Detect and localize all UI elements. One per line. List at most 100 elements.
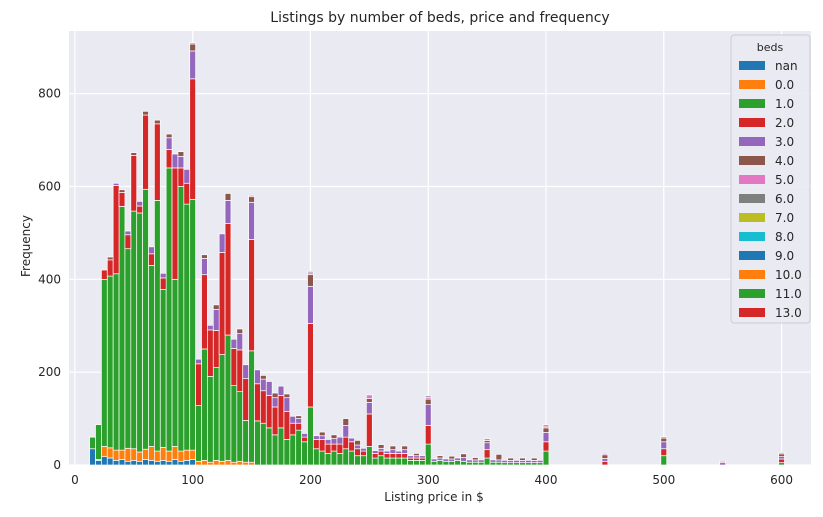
bar-segment	[142, 188, 149, 450]
bar-segment	[307, 406, 314, 466]
bar-segment	[383, 450, 391, 454]
bar-segment	[112, 449, 120, 461]
bar-segment	[542, 450, 550, 466]
bar-segment	[283, 397, 291, 412]
bar-segment	[460, 460, 467, 466]
bar-segment	[224, 200, 232, 224]
legend-label: 9.0	[775, 249, 794, 263]
bars	[89, 42, 785, 466]
bar-segment	[401, 457, 408, 466]
bar-segment	[530, 457, 538, 461]
bar-segment	[307, 285, 314, 324]
bar-segment	[254, 383, 261, 422]
bar-segment	[189, 78, 196, 200]
bar-segment	[142, 110, 149, 116]
bar-segment	[330, 443, 338, 452]
bar-segment	[271, 406, 279, 436]
legend-swatch	[739, 137, 765, 146]
bar-segment	[513, 460, 520, 464]
bar-segment	[536, 460, 544, 464]
bar-segment	[165, 149, 173, 169]
legend-label: 8.0	[775, 230, 794, 244]
bar-segment	[260, 375, 267, 380]
bar-segment	[289, 415, 297, 424]
legend-swatch	[739, 232, 765, 241]
bar-segment	[295, 429, 302, 466]
bar-segment	[301, 436, 308, 443]
bar-segment	[242, 420, 249, 463]
bar-segment	[495, 461, 503, 466]
bar-segment	[236, 333, 244, 351]
bar-segment	[177, 186, 185, 452]
bar-segment	[236, 328, 244, 334]
legend-label: 10.0	[775, 268, 802, 282]
bar-segment	[136, 451, 143, 462]
bar-segment	[124, 234, 132, 250]
x-tick-label: 100	[181, 473, 204, 487]
bar-segment	[101, 278, 108, 447]
bar-segment	[248, 239, 255, 352]
bar-segment	[483, 457, 491, 466]
bar-segment	[389, 453, 397, 459]
bar-segment	[407, 460, 414, 466]
bar-segment	[460, 453, 467, 458]
bar-segment	[507, 457, 514, 461]
bar-segment	[366, 413, 373, 447]
y-axis-ticks: 0 200 400 600 800	[38, 87, 61, 472]
legend-label: 2.0	[775, 116, 794, 130]
bar-segment	[212, 460, 220, 466]
bar-segment	[342, 418, 350, 426]
bar-segment	[183, 182, 191, 205]
bar-segment	[660, 437, 668, 443]
bar-segment	[424, 443, 432, 466]
bar-segment	[165, 460, 173, 466]
bar-segment	[106, 256, 114, 261]
y-tick-label: 200	[38, 365, 61, 379]
bar-segment	[130, 460, 138, 466]
bar-segment	[295, 415, 302, 419]
bar-segment	[489, 459, 497, 463]
bar-segment	[165, 450, 173, 462]
bar-segment	[542, 441, 550, 452]
bar-segment	[142, 459, 149, 466]
bar-segment	[112, 273, 120, 451]
bar-segment	[224, 334, 232, 461]
chart-title: Listings by number of beds, price and fr…	[270, 10, 609, 26]
bar-segment	[466, 461, 473, 466]
bar-segment	[271, 397, 279, 408]
x-tick-label: 600	[770, 473, 793, 487]
bar-segment	[342, 436, 350, 450]
bar-segment	[201, 258, 208, 276]
bar-segment	[224, 460, 232, 466]
bar-segment	[112, 460, 120, 466]
bar-segment	[130, 152, 138, 156]
bar-segment	[154, 460, 161, 466]
bar-segment	[660, 436, 668, 439]
bar-segment	[154, 450, 161, 462]
bar-segment	[371, 453, 379, 459]
bar-segment	[601, 460, 609, 466]
bar-segment	[260, 378, 267, 392]
bar-segment	[360, 447, 367, 452]
bar-segment	[112, 182, 120, 186]
bar-segment	[248, 196, 255, 203]
bar-segment	[183, 168, 191, 184]
bar-segment	[430, 460, 438, 466]
bar-segment	[195, 363, 202, 406]
bar-segment	[154, 123, 161, 201]
bar-segment	[265, 381, 273, 396]
y-tick-label: 800	[38, 87, 61, 101]
bar-segment	[424, 425, 432, 445]
legend-swatch	[739, 213, 765, 222]
bar-segment	[171, 153, 179, 169]
bar-segment	[472, 457, 479, 461]
bar-segment	[289, 434, 297, 466]
bar-segment	[313, 448, 320, 466]
bar-segment	[389, 445, 397, 451]
bar-segment	[354, 455, 361, 466]
bar-segment	[118, 192, 126, 207]
bar-segment	[348, 437, 355, 443]
bar-segment	[283, 411, 291, 440]
bar-segment	[324, 439, 332, 445]
bar-segment	[313, 439, 320, 450]
